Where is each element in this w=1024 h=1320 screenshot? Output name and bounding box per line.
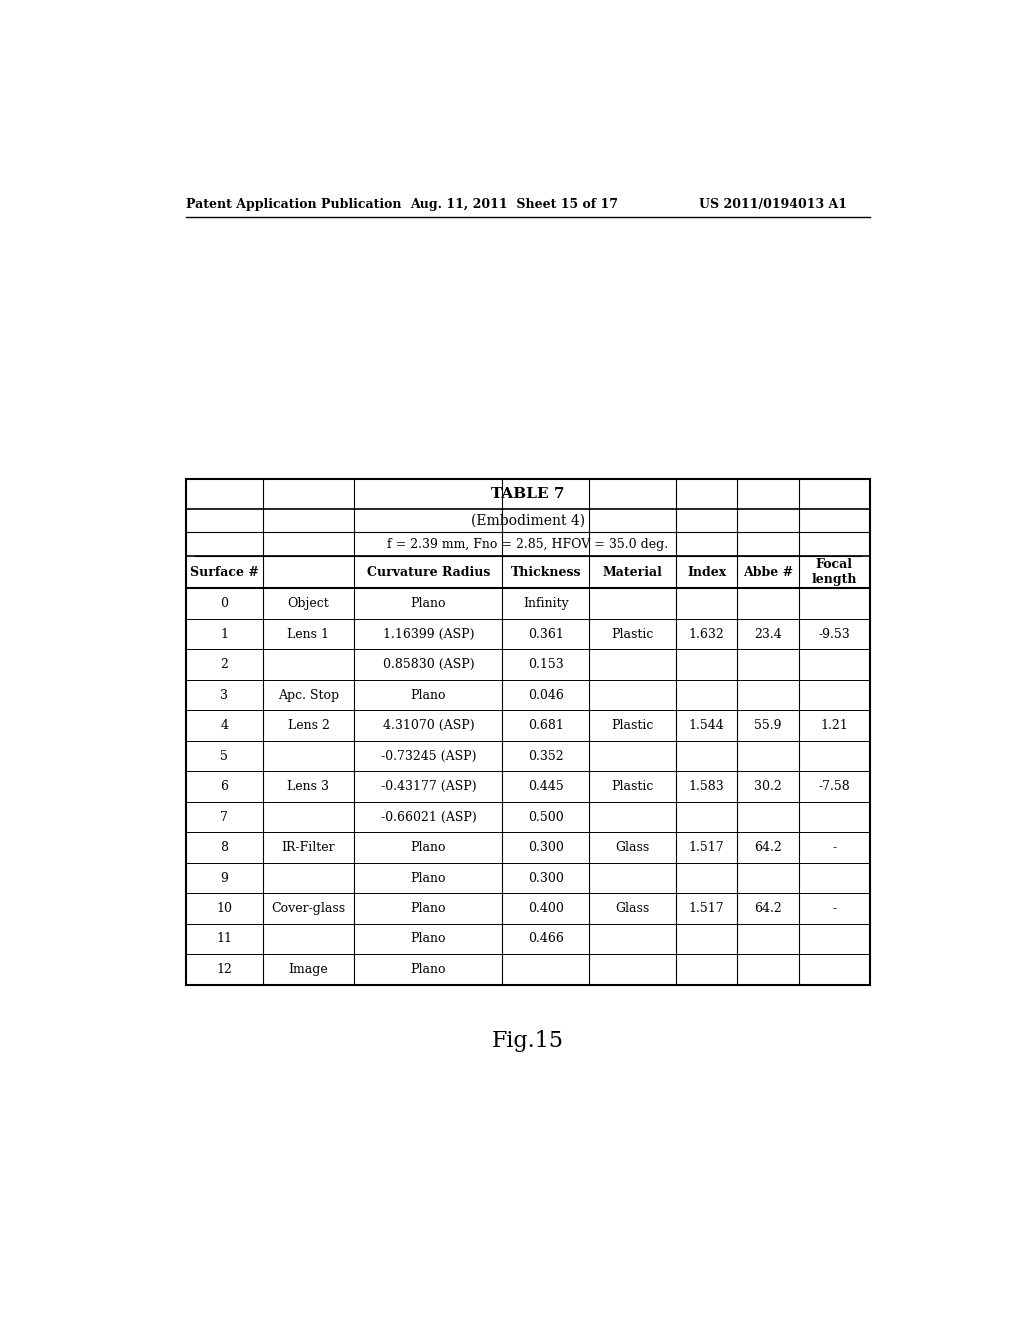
Text: 2: 2 xyxy=(220,659,228,671)
Text: 8: 8 xyxy=(220,841,228,854)
Text: 1.517: 1.517 xyxy=(689,841,724,854)
Text: 0.300: 0.300 xyxy=(528,841,564,854)
Text: Surface #: Surface # xyxy=(189,565,259,578)
Text: 1.517: 1.517 xyxy=(689,902,724,915)
Text: 30.2: 30.2 xyxy=(754,780,781,793)
Text: Plano: Plano xyxy=(411,902,446,915)
Text: Plano: Plano xyxy=(411,932,446,945)
Text: 1: 1 xyxy=(220,627,228,640)
Text: (Embodiment 4): (Embodiment 4) xyxy=(471,513,585,528)
Text: -: - xyxy=(833,841,837,854)
Text: Apc. Stop: Apc. Stop xyxy=(278,689,339,701)
Text: 0.466: 0.466 xyxy=(528,932,564,945)
Text: TABLE 7: TABLE 7 xyxy=(492,487,564,500)
Text: 64.2: 64.2 xyxy=(754,902,781,915)
Text: 0.352: 0.352 xyxy=(528,750,563,763)
Text: Index: Index xyxy=(687,565,726,578)
Text: Plano: Plano xyxy=(411,689,446,701)
Text: 5: 5 xyxy=(220,750,228,763)
Text: Infinity: Infinity xyxy=(523,597,568,610)
Text: -: - xyxy=(833,902,837,915)
Text: 0: 0 xyxy=(220,597,228,610)
Text: 1.632: 1.632 xyxy=(689,627,725,640)
Text: Cover-glass: Cover-glass xyxy=(271,902,345,915)
Text: 4.31070 (ASP): 4.31070 (ASP) xyxy=(383,719,474,733)
Text: Fig.15: Fig.15 xyxy=(492,1030,564,1052)
Text: 55.9: 55.9 xyxy=(754,719,781,733)
Text: -0.43177 (ASP): -0.43177 (ASP) xyxy=(381,780,476,793)
Text: 0.300: 0.300 xyxy=(528,871,564,884)
Bar xyxy=(186,479,870,985)
Text: 1.16399 (ASP): 1.16399 (ASP) xyxy=(383,627,474,640)
Text: -9.53: -9.53 xyxy=(818,627,850,640)
Text: -7.58: -7.58 xyxy=(818,780,850,793)
Text: 0.681: 0.681 xyxy=(528,719,564,733)
Text: 23.4: 23.4 xyxy=(754,627,781,640)
Text: Curvature Radius: Curvature Radius xyxy=(367,565,490,578)
Text: 0.85830 (ASP): 0.85830 (ASP) xyxy=(383,659,474,671)
Text: 6: 6 xyxy=(220,780,228,793)
Text: IR-Filter: IR-Filter xyxy=(282,841,335,854)
Text: 1.544: 1.544 xyxy=(689,719,725,733)
Text: Glass: Glass xyxy=(615,841,650,854)
Text: Patent Application Publication: Patent Application Publication xyxy=(186,198,401,211)
Text: f = 2.39 mm, Fno = 2.85, HFOV = 35.0 deg.: f = 2.39 mm, Fno = 2.85, HFOV = 35.0 deg… xyxy=(387,537,669,550)
Text: Lens 1: Lens 1 xyxy=(288,627,330,640)
Text: -0.73245 (ASP): -0.73245 (ASP) xyxy=(381,750,476,763)
Text: Plano: Plano xyxy=(411,597,446,610)
Text: Aug. 11, 2011  Sheet 15 of 17: Aug. 11, 2011 Sheet 15 of 17 xyxy=(410,198,617,211)
Text: 1.21: 1.21 xyxy=(820,719,848,733)
Text: Lens 2: Lens 2 xyxy=(288,719,330,733)
Text: Thickness: Thickness xyxy=(511,565,581,578)
Text: 7: 7 xyxy=(220,810,228,824)
Text: -0.66021 (ASP): -0.66021 (ASP) xyxy=(381,810,476,824)
Text: Plastic: Plastic xyxy=(611,627,653,640)
Text: Plano: Plano xyxy=(411,841,446,854)
Text: 0.500: 0.500 xyxy=(528,810,564,824)
Text: Glass: Glass xyxy=(615,902,650,915)
Text: 3: 3 xyxy=(220,689,228,701)
Text: Object: Object xyxy=(288,597,330,610)
Text: 0.361: 0.361 xyxy=(528,627,564,640)
Text: Plano: Plano xyxy=(411,871,446,884)
Text: 0.046: 0.046 xyxy=(528,689,564,701)
Text: 10: 10 xyxy=(216,902,232,915)
Text: Focal
length: Focal length xyxy=(812,558,857,586)
Text: Plastic: Plastic xyxy=(611,780,653,793)
Text: 1.583: 1.583 xyxy=(689,780,725,793)
Text: 64.2: 64.2 xyxy=(754,841,781,854)
Text: Lens 3: Lens 3 xyxy=(288,780,330,793)
Text: US 2011/0194013 A1: US 2011/0194013 A1 xyxy=(699,198,848,211)
Text: Plano: Plano xyxy=(411,964,446,975)
Text: 0.445: 0.445 xyxy=(528,780,564,793)
Text: 0.400: 0.400 xyxy=(528,902,564,915)
Text: Plastic: Plastic xyxy=(611,719,653,733)
Text: 4: 4 xyxy=(220,719,228,733)
Text: Image: Image xyxy=(289,964,329,975)
Text: Material: Material xyxy=(603,565,663,578)
Text: 12: 12 xyxy=(216,964,232,975)
Text: 0.153: 0.153 xyxy=(528,659,564,671)
Text: 9: 9 xyxy=(220,871,228,884)
Text: 11: 11 xyxy=(216,932,232,945)
Text: Abbe #: Abbe # xyxy=(742,565,793,578)
